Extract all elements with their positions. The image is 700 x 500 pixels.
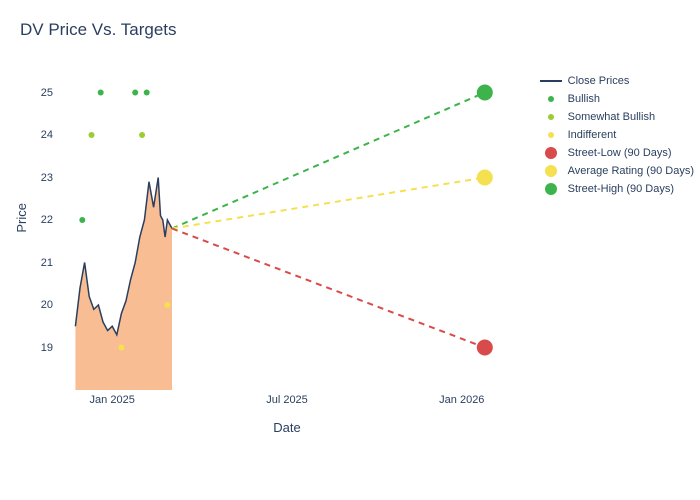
x-tick-group: Jan 2025 Jul 2025 Jan 2026 [57, 394, 517, 410]
legend-label: Average Rating (90 Days) [568, 165, 694, 177]
legend-label: Street-High (90 Days) [568, 183, 674, 195]
somewhat-bullish-dot [89, 132, 95, 138]
legend-label: Close Prices [568, 75, 630, 87]
legend-label: Somewhat Bullish [568, 111, 655, 123]
chart-title: DV Price Vs. Targets [20, 20, 690, 40]
y-tick: 21 [29, 257, 53, 269]
indifferent-dot [118, 345, 124, 351]
y-tick: 19 [29, 342, 53, 354]
legend-swatch-dot [545, 183, 557, 195]
y-tick: 23 [29, 172, 53, 184]
legend-swatch-dot [548, 114, 554, 120]
legend-swatch-dot [545, 165, 557, 177]
y-tick: 25 [29, 87, 53, 99]
legend-label: Indifferent [568, 129, 617, 141]
legend-item: Indifferent [540, 126, 694, 144]
legend-swatch-dot [545, 147, 557, 159]
indifferent-dot [164, 302, 170, 308]
legend-item: Bullish [540, 90, 694, 108]
legend-label: Bullish [568, 93, 600, 105]
x-tick: Jan 2025 [90, 394, 135, 406]
projection-marker-average-rating [477, 170, 493, 186]
legend-swatch-line [540, 80, 562, 82]
legend-swatch-dot [548, 96, 554, 102]
y-axis-label: Price [10, 203, 29, 233]
projection-line-street-high [172, 93, 485, 229]
plot-svg [57, 50, 517, 390]
y-tick: 24 [29, 129, 53, 141]
bullish-dot [79, 217, 85, 223]
projection-line-average-rating [172, 178, 485, 229]
legend-item: Somewhat Bullish [540, 108, 694, 126]
legend-label: Street-Low (90 Days) [568, 147, 672, 159]
y-tick-group: 19 20 21 22 23 24 25 [29, 50, 53, 390]
chart-container: DV Price Vs. Targets Price 1920212223242… [0, 0, 700, 500]
bullish-dot [132, 90, 138, 96]
x-axis-label: Date [57, 420, 517, 435]
area-fill [75, 178, 172, 391]
legend-item: Average Rating (90 Days) [540, 162, 694, 180]
x-tick: Jul 2025 [266, 394, 308, 406]
projection-marker-street-high [477, 85, 493, 101]
somewhat-bullish-dot [139, 132, 145, 138]
legend-item: Street-Low (90 Days) [540, 144, 694, 162]
y-tick: 20 [29, 299, 53, 311]
legend: Close Prices Bullish Somewhat Bullish Indif… [540, 72, 694, 198]
bullish-dot [144, 90, 150, 96]
projection-marker-street-low [477, 340, 493, 356]
bullish-dot [98, 90, 104, 96]
legend-item: Street-High (90 Days) [540, 180, 694, 198]
x-tick: Jan 2026 [439, 394, 484, 406]
legend-swatch-dot [548, 132, 554, 138]
projection-line-street-low [172, 229, 485, 348]
legend-item: Close Prices [540, 72, 694, 90]
plot-area: 19202122232425 Jan 2025Jul 2025Jan 2026 [57, 50, 517, 390]
y-tick: 22 [29, 214, 53, 226]
